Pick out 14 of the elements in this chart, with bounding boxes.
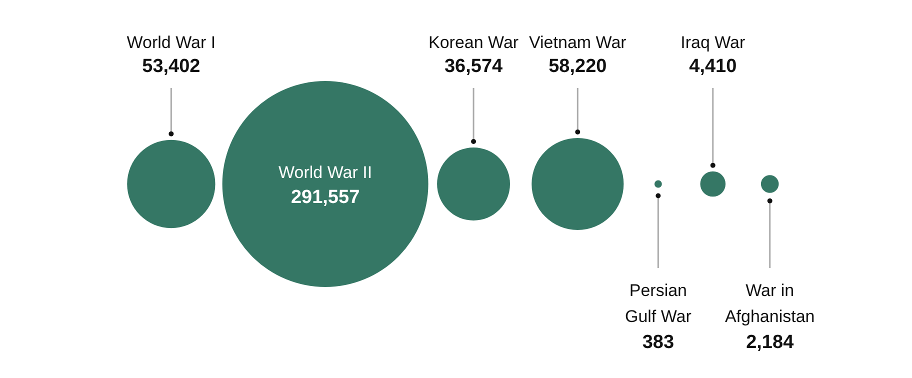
category-label: Korean War	[428, 33, 519, 52]
data-label: 383	[642, 332, 674, 353]
category-label: Iraq War	[680, 33, 746, 52]
data-label: 58,220	[548, 56, 607, 77]
data-label: 53,402	[142, 56, 200, 77]
data-label: 291,557	[290, 186, 360, 208]
category-label: Persian Gulf War	[624, 281, 692, 326]
data-label: 36,574	[444, 56, 504, 77]
category-label: War in Afghanistan	[724, 281, 815, 326]
category-label: World War I	[126, 33, 216, 52]
category-label: World War II	[278, 162, 372, 182]
data-label: 4,410	[689, 56, 737, 77]
category-label: Vietnam War	[529, 33, 627, 52]
data-label: 2,184	[746, 332, 794, 353]
